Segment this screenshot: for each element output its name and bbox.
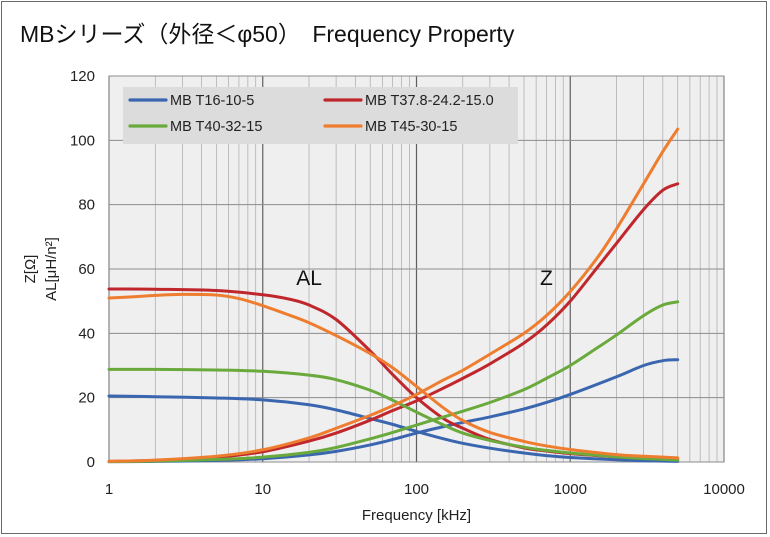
x-tick-label: 10 (254, 481, 271, 498)
legend-label: MB T45-30-15 (365, 119, 457, 135)
series-line-al-3 (107, 367, 680, 462)
series-layer (107, 127, 680, 464)
legend-label: MB T37.8-24.2-15.0 (365, 93, 494, 109)
legend-label: MB T16-10-5 (170, 93, 254, 109)
y-axis-label-z: Z[Ω] (22, 255, 39, 284)
y-tick-label: 20 (78, 390, 95, 407)
legend-label: MB T40-32-15 (170, 119, 262, 135)
x-tick-labels: 1 10 100 1000 10000 (105, 481, 745, 498)
series-line-al-4 (107, 292, 680, 460)
legend-box (123, 87, 518, 144)
x-tick-label: 1 (105, 481, 113, 498)
y-axis-label-al: AL[μH/n²] (43, 237, 60, 301)
y-tick-label: 100 (70, 132, 95, 149)
annotation-z: Z (540, 267, 553, 290)
series-line-z-2 (107, 182, 680, 463)
annotation-al: AL (296, 267, 322, 290)
annotations: AL Z (296, 267, 553, 290)
x-tick-label: 10000 (703, 481, 745, 498)
x-tick-label: 1000 (554, 481, 587, 498)
y-tick-label: 0 (87, 454, 95, 471)
x-tick-label: 100 (404, 481, 429, 498)
series-line-al-1 (107, 394, 680, 463)
x-axis-label: Frequency [kHz] (362, 507, 471, 524)
y-tick-label: 120 (70, 68, 95, 85)
y-tick-label: 60 (78, 261, 95, 278)
series-line-z-4 (107, 127, 680, 463)
chart-title: MBシリーズ（外径＜φ50） Frequency Property (20, 21, 515, 47)
legend: MB T16-10-5 MB T37.8-24.2-15.0 MB T40-32-1… (123, 87, 518, 144)
y-tick-label: 80 (78, 197, 95, 214)
y-tick-labels: 0 20 40 60 80 100 120 (70, 68, 95, 471)
plot-border (108, 75, 725, 463)
y-tick-label: 40 (78, 325, 95, 342)
